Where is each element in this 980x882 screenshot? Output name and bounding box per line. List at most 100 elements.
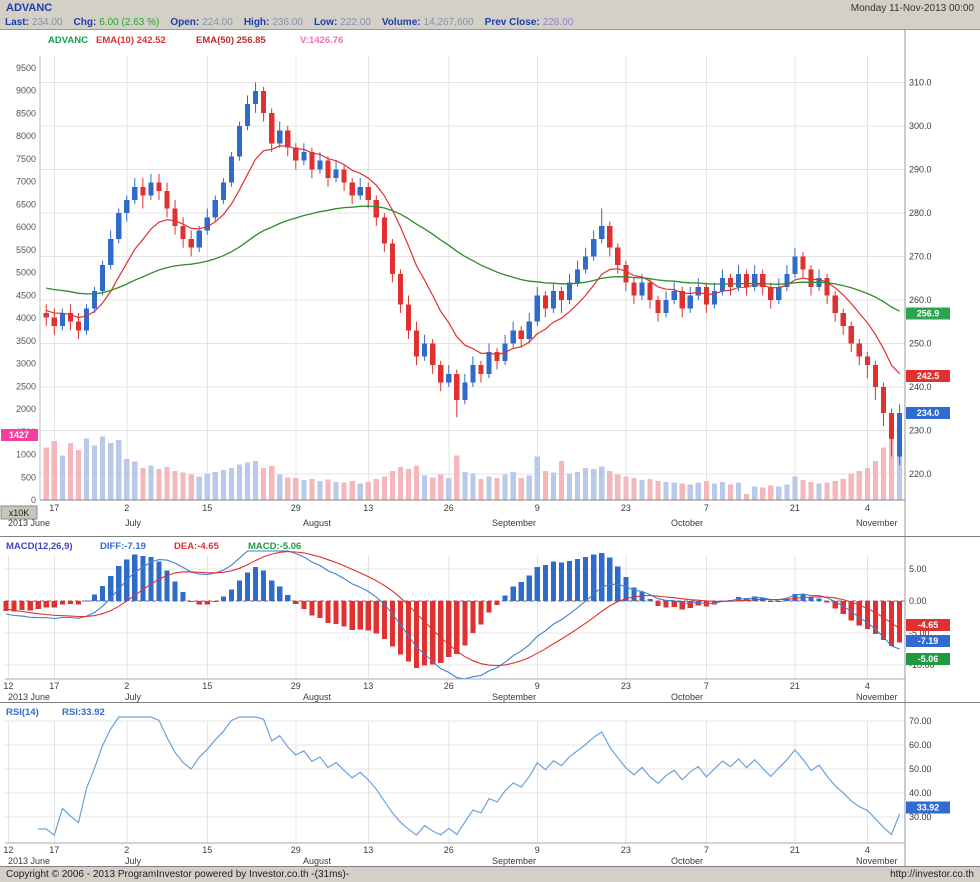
svg-text:DEA:-4.65: DEA:-4.65 xyxy=(174,541,220,552)
svg-text:7: 7 xyxy=(704,681,709,691)
svg-text:33.92: 33.92 xyxy=(917,803,940,813)
volume-unit-box: x10K xyxy=(0,505,38,520)
svg-text:30.00: 30.00 xyxy=(909,812,932,822)
svg-text:242.5: 242.5 xyxy=(917,371,940,381)
status-bar: Copyright © 2006 - 2013 ProgramInvestor … xyxy=(0,866,980,882)
rsi-header: RSI(14) RSI:33.92 xyxy=(6,707,105,718)
svg-text:234.0: 234.0 xyxy=(917,408,940,418)
svg-text:9: 9 xyxy=(535,503,540,513)
svg-text:23: 23 xyxy=(621,681,631,691)
svg-text:7: 7 xyxy=(704,845,709,855)
svg-text:EMA(10) 242.52: EMA(10) 242.52 xyxy=(96,35,166,46)
svg-text:13: 13 xyxy=(363,681,373,691)
symbol-title: ADVANC xyxy=(6,2,53,14)
dea-line xyxy=(5,551,900,667)
svg-text:MACD(12,26,9): MACD(12,26,9) xyxy=(6,541,73,552)
price-axis-labels: 220.0 230.0 240.0 250.0 260.0 270.0 280.0 290.0… xyxy=(909,77,932,478)
svg-text:280.0: 280.0 xyxy=(909,208,932,218)
price-chart-panel: 220.0 230.0 240.0 250.0 260.0 270.0 280.0 290.0… xyxy=(0,30,980,536)
stat-high-value: 236.00 xyxy=(272,17,303,28)
stat-volume-label: Volume: xyxy=(381,17,421,28)
macd-chart[interactable]: 5.000.00-5.00-10.00121721529132692372142… xyxy=(0,537,980,703)
svg-text:4: 4 xyxy=(865,503,870,513)
svg-text:2: 2 xyxy=(124,503,129,513)
svg-text:230.0: 230.0 xyxy=(909,425,932,435)
svg-text:4: 4 xyxy=(865,845,870,855)
svg-text:21: 21 xyxy=(790,681,800,691)
svg-text:7000: 7000 xyxy=(16,177,36,187)
grid-lines xyxy=(5,720,905,843)
stat-prev_close-value: 228.00 xyxy=(542,17,574,28)
svg-text:13: 13 xyxy=(363,845,373,855)
svg-text:2013 June: 2013 June xyxy=(8,856,50,866)
month-labels: 2013 June July August September October Novem… xyxy=(8,518,898,528)
svg-text:July: July xyxy=(125,692,142,702)
svg-text:-4.65: -4.65 xyxy=(918,620,939,630)
quote-stats-bar: Last: 234.00 Chg: 6.00 (2.63 %) Open: 224.00 H… xyxy=(0,16,980,30)
svg-text:4: 4 xyxy=(865,681,870,691)
svg-text:October: October xyxy=(671,856,703,866)
price-badges: 256.9 242.5 234.0 xyxy=(906,307,950,419)
svg-text:V:1426.76: V:1426.76 xyxy=(300,35,343,46)
svg-text:2013 June: 2013 June xyxy=(8,692,50,702)
svg-text:x10K: x10K xyxy=(9,508,30,518)
svg-text:3000: 3000 xyxy=(16,359,36,369)
stat-high-label: High: xyxy=(243,17,270,28)
svg-text:240.0: 240.0 xyxy=(909,382,932,392)
axes-frame xyxy=(5,537,906,703)
svg-text:1000: 1000 xyxy=(16,450,36,460)
svg-text:12: 12 xyxy=(3,845,13,855)
svg-text:70.00: 70.00 xyxy=(909,716,932,726)
svg-text:21: 21 xyxy=(790,503,800,513)
svg-text:15: 15 xyxy=(202,503,212,513)
svg-text:17: 17 xyxy=(49,845,59,855)
svg-text:4000: 4000 xyxy=(16,313,36,323)
svg-text:26: 26 xyxy=(444,503,454,513)
svg-text:August: August xyxy=(303,692,332,702)
diff-line xyxy=(5,550,900,680)
x-axis-labels: 17 2 15 29 13 26 9 23 7 21 4 xyxy=(49,503,870,513)
svg-text:November: November xyxy=(856,856,898,866)
svg-text:29: 29 xyxy=(291,503,301,513)
svg-text:13: 13 xyxy=(363,503,373,513)
stat-last: Last: 234.00 xyxy=(5,17,63,28)
stat-prev_close-label: Prev Close: xyxy=(484,17,540,28)
grid-lines xyxy=(40,56,905,500)
svg-text:26: 26 xyxy=(444,681,454,691)
svg-text:40.00: 40.00 xyxy=(909,788,932,798)
svg-text:2: 2 xyxy=(124,845,129,855)
svg-text:290.0: 290.0 xyxy=(909,164,932,174)
svg-text:270.0: 270.0 xyxy=(909,251,932,261)
svg-text:9500: 9500 xyxy=(16,63,36,73)
candlestick-chart[interactable]: 220.0 230.0 240.0 250.0 260.0 270.0 280.0 290.0… xyxy=(0,30,980,536)
ema50-line xyxy=(46,205,900,312)
stat-chg: Chg: 6.00 (2.63 %) xyxy=(74,17,160,28)
svg-text:September: September xyxy=(492,856,536,866)
svg-text:-7.19: -7.19 xyxy=(918,636,939,646)
svg-text:500: 500 xyxy=(21,472,36,482)
ema10-line xyxy=(46,145,901,375)
svg-text:21: 21 xyxy=(790,845,800,855)
svg-text:60.00: 60.00 xyxy=(909,740,932,750)
svg-text:2: 2 xyxy=(124,681,129,691)
svg-text:8000: 8000 xyxy=(16,131,36,141)
stat-open: Open: 224.00 xyxy=(170,17,232,28)
svg-text:50.00: 50.00 xyxy=(909,764,932,774)
svg-text:2000: 2000 xyxy=(16,404,36,414)
stat-last-label: Last: xyxy=(5,17,29,28)
stat-chg-label: Chg: xyxy=(73,17,97,28)
svg-text:2013 June: 2013 June xyxy=(8,518,50,528)
datetime-label: Monday 11-Nov-2013 00:00 xyxy=(850,2,974,14)
website-link[interactable]: http://investor.co.th xyxy=(890,869,974,880)
svg-text:23: 23 xyxy=(621,845,631,855)
stat-volume-value: 14,267,600 xyxy=(423,17,474,28)
svg-text:9: 9 xyxy=(535,845,540,855)
svg-text:23: 23 xyxy=(621,503,631,513)
svg-text:5000: 5000 xyxy=(16,268,36,278)
svg-text:0: 0 xyxy=(31,495,36,505)
x-axis-labels: 12 17 2 15 29 13 26 9 23 7 21 4 xyxy=(3,845,869,855)
svg-text:17: 17 xyxy=(49,681,59,691)
title-bar: ADVANC Monday 11-Nov-2013 00:00 xyxy=(0,0,980,16)
